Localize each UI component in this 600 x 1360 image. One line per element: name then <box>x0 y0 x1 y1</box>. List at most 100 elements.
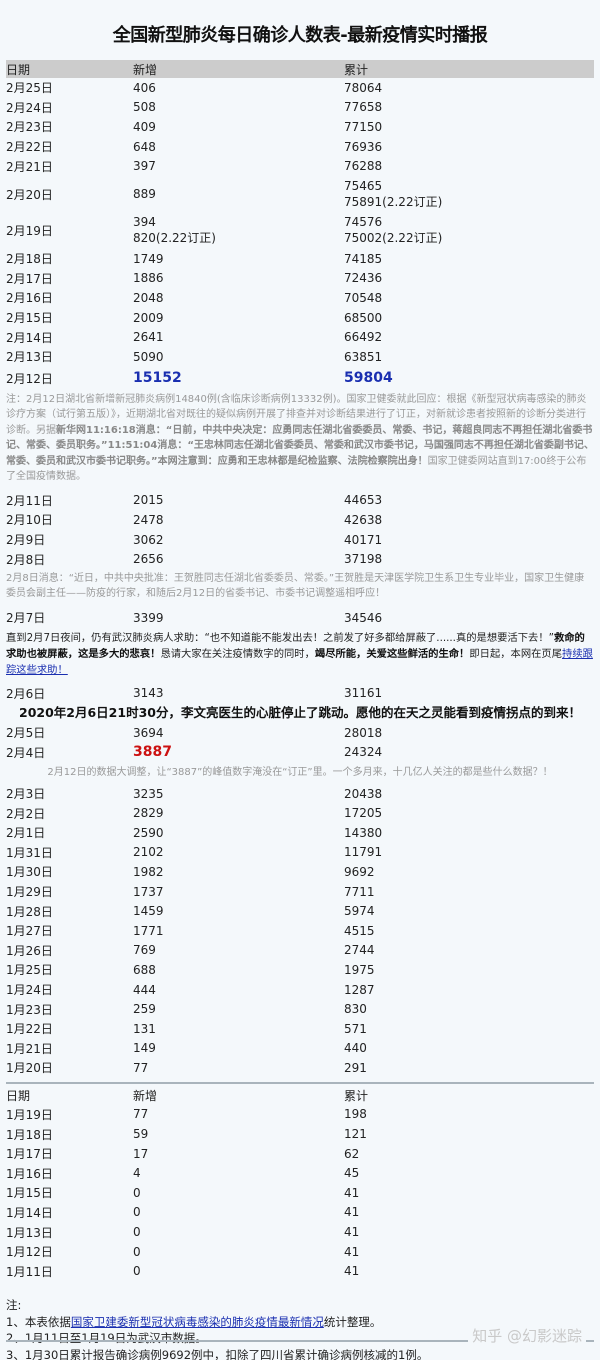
table-header-repeat: 日期 新增 累计 <box>6 1086 594 1105</box>
table-row: 2月15日 2009 68500 <box>6 308 594 328</box>
new-cases-cell: 409 <box>133 119 156 134</box>
total-cases-cell: 68500 <box>344 310 383 325</box>
date-cell: 2月13日 <box>6 350 53 365</box>
date-cell: 2月21日 <box>6 159 53 174</box>
note-text: 恳请大家在关注疫情数字的同时， <box>160 647 315 660</box>
table-row: 1月29日 1737 7711 <box>6 882 594 902</box>
date-cell: 1月11日 <box>6 1264 53 1279</box>
new-cases-cell: 0 <box>133 1205 141 1220</box>
total-cases-cell: 76936 <box>344 139 383 154</box>
annotation-note: 2月8日消息：“近日，中共中央批准：王贺胜同志任湖北省委委员、常委。”王贺胜是天… <box>6 569 594 608</box>
new-cases-cell: 5090 <box>133 349 164 364</box>
date-cell: 2月1日 <box>6 826 46 841</box>
header-date: 日期 <box>6 1088 31 1103</box>
divider <box>6 1340 594 1342</box>
table-row: 1月17日 17 62 <box>6 1144 594 1164</box>
date-cell: 2月25日 <box>6 81 53 96</box>
total-cases-cell: 77150 <box>344 119 383 134</box>
table-row: 2月1日 2590 14380 <box>6 823 594 843</box>
new-cases-cell: 769 <box>133 943 156 958</box>
section-divider <box>6 1081 594 1084</box>
total-cases-cell: 20438 <box>344 786 383 801</box>
date-cell: 1月18日 <box>6 1127 53 1142</box>
new-cases-cell: 0 <box>133 1264 141 1279</box>
new-cases-cell: 889 <box>133 187 156 202</box>
new-cases-cell: 1459 <box>133 904 164 919</box>
table-row: 2月25日 406 78064 <box>6 78 594 98</box>
new-cases-cell: 2009 <box>133 310 164 325</box>
date-cell: 2月12日 <box>6 371 53 386</box>
table-row: 1月25日 688 1975 <box>6 960 594 980</box>
new-cases-cell: 3694 <box>133 725 164 740</box>
total-cases-cell: 9692 <box>344 864 375 879</box>
table-row: 1月20日 77 291 <box>6 1058 594 1078</box>
new-cases-cell: 2048 <box>133 290 164 305</box>
footnote-1: 1、本表依据国家卫建委新型冠状病毒感染的肺炎疫情最新情况统计整理。 <box>6 1314 594 1331</box>
help-tracking-link[interactable]: 持续跟踪这些求助！ <box>6 647 593 676</box>
table-row: 1月11日 0 41 <box>6 1261 594 1281</box>
date-cell: 2月5日 <box>6 726 46 741</box>
total-cases-cell: 63851 <box>344 349 383 364</box>
total-cases-cell: 76288 <box>344 159 383 174</box>
table-row: 1月18日 59 121 <box>6 1124 594 1144</box>
total-cases-cell: 70548 <box>344 290 383 305</box>
date-cell: 1月21日 <box>6 1041 53 1056</box>
date-cell: 1月22日 <box>6 1022 53 1037</box>
new-cases-cell: 648 <box>133 139 156 154</box>
new-cases-cell: 3062 <box>133 532 164 547</box>
total-cases-cell: 72436 <box>344 271 383 286</box>
total-cases-cell: 440 <box>344 1041 367 1056</box>
table-row: 2月23日 409 77150 <box>6 117 594 137</box>
new-cases-cell: 1982 <box>133 864 164 879</box>
table-row: 2月10日 2478 42638 <box>6 510 594 530</box>
new-cases-cell: 1749 <box>133 251 164 266</box>
memorial-banner: 2020年2月6日21时30分，李文亮医生的心脏停止了跳动。愿他的在天之灵能看到… <box>19 705 581 721</box>
total-cases-cell: 571 <box>344 1021 367 1036</box>
total-cases-cell: 7711 <box>344 884 375 899</box>
total-cases-cell: 121 <box>344 1127 367 1142</box>
date-cell: 1月25日 <box>6 963 53 978</box>
date-cell: 2月15日 <box>6 311 53 326</box>
date-cell: 2月8日 <box>6 552 46 567</box>
footnote-label: 注: <box>6 1298 22 1313</box>
table-row: 2月17日 1886 72436 <box>6 269 594 289</box>
total-cases-cell: 34546 <box>344 610 383 625</box>
page-title: 全国新型肺炎每日确诊人数表-最新疫情实时播报 <box>112 25 488 46</box>
new-cases-cell: 59 <box>133 1127 149 1142</box>
total-cases-cell: 14380 <box>344 825 383 840</box>
source-link[interactable]: 国家卫建委新型冠状病毒感染的肺炎疫情最新情况 <box>70 1314 324 1329</box>
table-row: 2月21日 397 76288 <box>6 156 594 176</box>
table-row: 1月22日 131 571 <box>6 1019 594 1039</box>
total-cases-cell: 1287 <box>344 982 375 997</box>
new-cases-cell: 259 <box>133 1002 156 1017</box>
date-cell: 1月23日 <box>6 1002 53 1017</box>
date-cell: 1月26日 <box>6 943 53 958</box>
header-total: 累计 <box>344 62 369 77</box>
note-text: 救命的求助也被屏蔽，这是多大的悲哀！ <box>6 631 585 660</box>
footnote-3: 3、1月30日累计报告确诊病例9692例中，扣除了四川省累计确诊病例核减的1例。 <box>6 1347 429 1360</box>
table-row: 2月19日 394 820(2.22订正) 74576 75002(2.22订正) <box>6 212 594 249</box>
table-row: 2月14日 2641 66492 <box>6 327 594 347</box>
date-cell: 1月31日 <box>6 845 53 860</box>
date-cell: 1月28日 <box>6 904 53 919</box>
total-cases-cell: 31161 <box>344 686 383 701</box>
table-row: 2月2日 2829 17205 <box>6 803 594 823</box>
date-cell: 2月2日 <box>6 806 46 821</box>
table-row: 2月4日 3887 24324 <box>6 743 594 763</box>
new-cases-cell: 4 <box>133 1166 141 1181</box>
total-cases-cell: 41 <box>344 1185 360 1200</box>
table-row: 2月3日 3235 20438 <box>6 784 594 804</box>
date-cell: 2月7日 <box>6 611 46 626</box>
annotation-note: 2月12日的数据大调整，让“3887”的峰值数字淹没在“订正”里。一个多月来，十… <box>6 762 594 784</box>
table-row: 2月12日 15152 59804 <box>6 367 594 390</box>
note-text: 即日起，本网在页尾 <box>469 647 563 660</box>
header-total: 累计 <box>344 1088 369 1103</box>
new-cases-cell: 508 <box>133 100 156 115</box>
new-cases-cell: 1886 <box>133 271 164 286</box>
date-cell: 2月16日 <box>6 291 53 306</box>
annotation-note: 注：2月12日湖北省新增新冠肺炎病例14840例(含临床诊断病例13332例)。… <box>6 390 594 491</box>
table-row: 1月30日 1982 9692 <box>6 862 594 882</box>
new-cases-cell: 15152 <box>133 370 182 387</box>
note-text: 新华网11:16:18消息：“日前，中共中央决定：应勇同志任湖北省委委员、常委、… <box>6 424 594 467</box>
new-cases-cell: 2015 <box>133 493 164 508</box>
